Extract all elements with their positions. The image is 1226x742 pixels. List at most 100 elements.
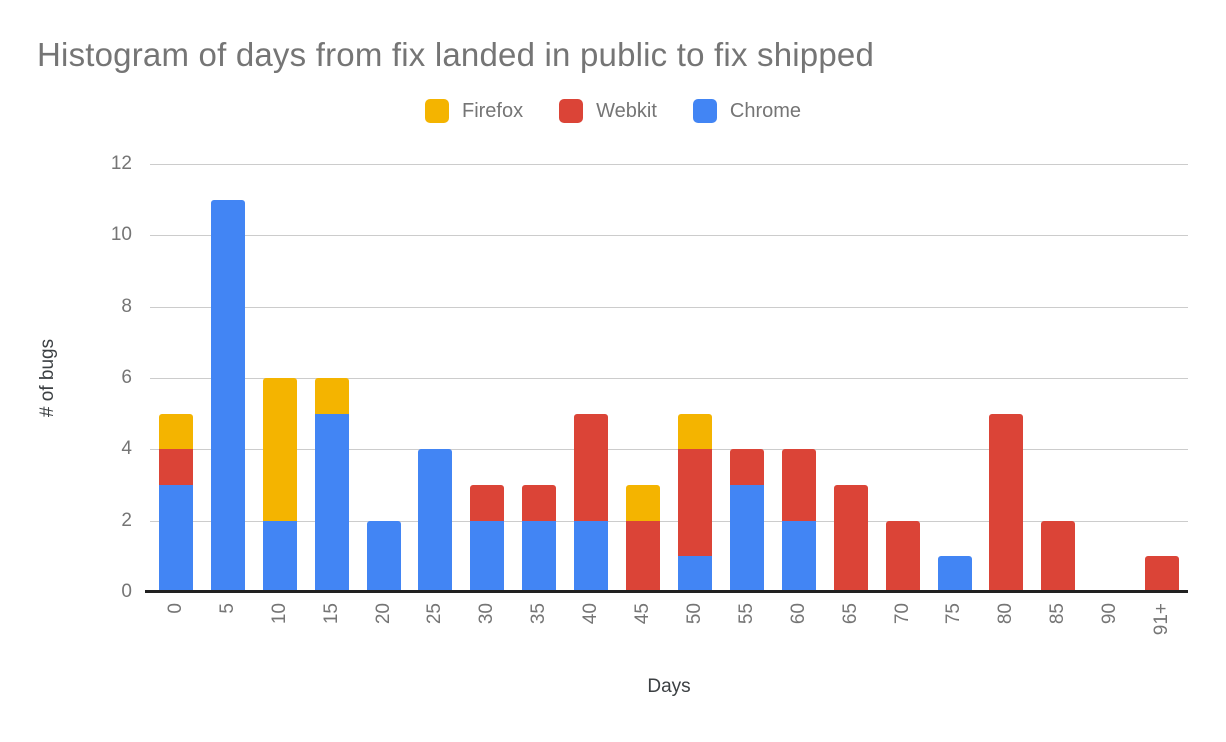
bar-10-chrome[interactable] xyxy=(262,520,297,592)
plot-area xyxy=(145,164,1188,593)
x-tick-label-50: 50 xyxy=(683,603,705,625)
bar-45-webkit[interactable] xyxy=(626,520,661,592)
bar-30-webkit[interactable] xyxy=(470,485,505,521)
x-tick-label-70: 70 xyxy=(891,603,913,625)
bar-60-webkit[interactable] xyxy=(781,449,816,521)
y-tick-label-6: 6 xyxy=(121,367,132,388)
bar-stack-45 xyxy=(626,485,661,592)
bar-55-chrome[interactable] xyxy=(729,485,764,592)
x-tick-label-15: 15 xyxy=(320,603,342,625)
bar-slot-0 xyxy=(150,164,202,592)
legend: Firefox Webkit Chrome xyxy=(0,99,1226,123)
bar-0-chrome[interactable] xyxy=(158,485,193,592)
bar-15-chrome[interactable] xyxy=(314,413,349,592)
bar-25-chrome[interactable] xyxy=(418,449,453,592)
bar-55-webkit[interactable] xyxy=(729,449,764,485)
bar-slot-15 xyxy=(306,164,358,592)
gridline-8 xyxy=(150,306,1188,308)
bar-slot-55 xyxy=(721,164,773,592)
bar-85-webkit[interactable] xyxy=(1041,520,1076,592)
bar-40-webkit[interactable] xyxy=(574,413,609,521)
bar-0-firefox[interactable] xyxy=(158,413,193,450)
bar-stack-15 xyxy=(314,378,349,592)
x-axis-title: Days xyxy=(647,676,691,697)
y-tick-label-0: 0 xyxy=(121,581,132,602)
bar-35-webkit[interactable] xyxy=(522,485,557,521)
bar-stack-65 xyxy=(833,485,868,592)
bar-slot-25 xyxy=(410,164,462,592)
gridline-2 xyxy=(150,520,1188,522)
bar-stack-50 xyxy=(678,413,713,592)
chart-title: Histogram of days from fix landed in pub… xyxy=(37,36,875,73)
bar-0-webkit[interactable] xyxy=(158,449,193,485)
bar-slot-70 xyxy=(877,164,929,592)
bar-slot-30 xyxy=(461,164,513,592)
legend-label-chrome: Chrome xyxy=(729,99,802,122)
bar-40-chrome[interactable] xyxy=(574,520,609,592)
x-tick-label-90: 90 xyxy=(1099,603,1121,625)
bar-slot-90 xyxy=(1084,164,1136,592)
x-tick-label-85: 85 xyxy=(1047,603,1069,625)
x-tick-label-0: 0 xyxy=(164,603,186,614)
bar-slot-20 xyxy=(358,164,410,592)
bar-50-chrome[interactable] xyxy=(678,556,713,592)
bar-30-chrome[interactable] xyxy=(470,520,505,592)
y-axis-title: # of bugs xyxy=(37,338,58,418)
bar-50-firefox[interactable] xyxy=(678,413,713,450)
bar-slot-5 xyxy=(202,164,254,592)
bar-stack-70 xyxy=(885,520,920,592)
x-tick-label-10: 10 xyxy=(268,603,290,625)
y-tick-label-4: 4 xyxy=(121,438,132,460)
legend-label-webkit: Webkit xyxy=(596,99,657,122)
legend-item-webkit[interactable]: Webkit xyxy=(559,99,657,123)
bar-stack-35 xyxy=(522,485,557,592)
x-tick-label-65: 65 xyxy=(839,603,861,625)
bar-20-chrome[interactable] xyxy=(366,520,401,592)
bar-15-firefox[interactable] xyxy=(314,378,349,414)
bar-60-chrome[interactable] xyxy=(781,520,816,592)
bar-70-webkit[interactable] xyxy=(885,520,920,592)
bar-91+-webkit[interactable] xyxy=(1145,556,1180,592)
x-tick-label-40: 40 xyxy=(580,603,602,625)
y-tick-label-10: 10 xyxy=(110,224,132,246)
bar-10-firefox[interactable] xyxy=(262,378,297,521)
gridline-4 xyxy=(150,449,1188,451)
bar-slot-45 xyxy=(617,164,669,592)
x-tick-label-80: 80 xyxy=(995,603,1017,625)
legend-item-chrome[interactable]: Chrome xyxy=(692,99,802,123)
x-tick-label-91+: 91+ xyxy=(1151,603,1173,636)
legend-swatch-webkit xyxy=(559,99,584,123)
y-tick-label-12: 12 xyxy=(110,153,132,174)
bar-slot-91+ xyxy=(1136,164,1188,592)
x-tick-label-60: 60 xyxy=(787,603,809,625)
bar-stack-25 xyxy=(418,449,453,592)
legend-item-firefox[interactable]: Firefox xyxy=(424,99,523,123)
x-tick-label-20: 20 xyxy=(372,603,394,625)
bar-stack-55 xyxy=(729,449,764,592)
bar-slot-35 xyxy=(513,164,565,592)
bar-slots xyxy=(150,164,1188,592)
x-tick-label-35: 35 xyxy=(528,603,550,625)
bar-stack-30 xyxy=(470,485,505,592)
x-tick-label-5: 5 xyxy=(216,603,238,614)
bar-80-webkit[interactable] xyxy=(989,413,1024,592)
legend-swatch-chrome xyxy=(692,99,717,123)
bar-slot-80 xyxy=(981,164,1033,592)
bar-slot-85 xyxy=(1032,164,1084,592)
bar-stack-5 xyxy=(210,199,245,592)
bar-35-chrome[interactable] xyxy=(522,520,557,592)
gridline-6 xyxy=(150,378,1188,379)
bar-slot-60 xyxy=(773,164,825,592)
x-tick-label-75: 75 xyxy=(943,603,965,625)
bar-stack-85 xyxy=(1041,520,1076,592)
bar-5-chrome[interactable] xyxy=(210,199,245,592)
bar-45-firefox[interactable] xyxy=(626,485,661,521)
bar-65-webkit[interactable] xyxy=(833,485,868,592)
bar-slot-75 xyxy=(929,164,981,592)
bar-50-webkit[interactable] xyxy=(678,449,713,557)
bar-stack-40 xyxy=(574,413,609,592)
x-tick-label-25: 25 xyxy=(424,603,446,625)
bar-75-chrome[interactable] xyxy=(937,556,972,592)
x-tick-label-30: 30 xyxy=(476,603,498,625)
